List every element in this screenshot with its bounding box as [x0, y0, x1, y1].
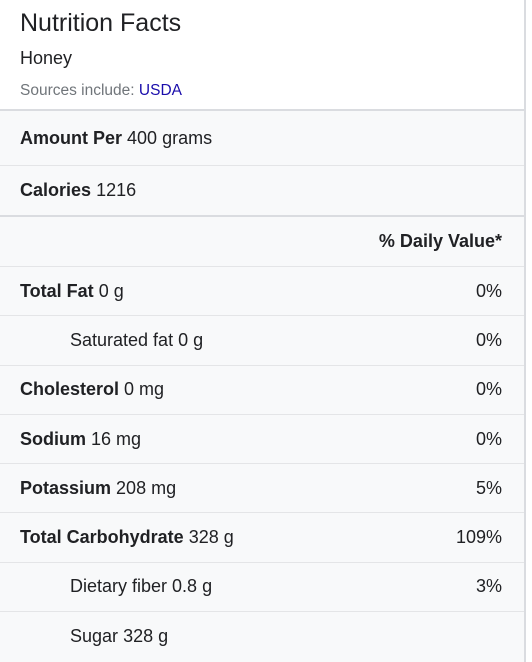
- amount-per-text: Amount Per 400 grams: [20, 128, 212, 149]
- daily-value-header: % Daily Value*: [378, 231, 502, 251]
- nutrition-title: Nutrition Facts: [20, 9, 182, 37]
- nutrient-name: Total Fat: [20, 280, 94, 301]
- sources-prefix: Sources include:: [20, 82, 139, 99]
- nutrient-row: Cholesterol 0 mg 0%: [0, 366, 524, 415]
- nutrient-amount: 328 g: [123, 626, 169, 647]
- nutrient-name: Saturated fat: [70, 329, 174, 350]
- amount-per-label: Amount Per: [20, 127, 123, 148]
- nutrient-name: Cholesterol: [20, 379, 120, 400]
- nutrient-label: Total Carbohydrate 328 g: [20, 527, 234, 548]
- nutrient-row: Potassium 208 mg 5%: [0, 464, 524, 514]
- calories-value: 1216: [96, 180, 137, 200]
- nutrient-row: Total Fat 0 g 0%: [0, 267, 524, 317]
- nutrient-amount: 0 g: [178, 329, 204, 350]
- nutrient-label: Sugar 328 g: [70, 626, 168, 647]
- calories-label: Calories: [20, 180, 92, 200]
- daily-value-header-row: % Daily Value*: [0, 217, 524, 267]
- nutrient-daily-value: 0%: [475, 379, 502, 400]
- amount-per-row: Amount Per 400 grams: [0, 111, 524, 166]
- nutrient-label: Potassium 208 mg: [20, 478, 176, 499]
- nutrient-daily-value: 0%: [475, 280, 502, 301]
- nutrient-amount: 208 mg: [116, 477, 177, 498]
- nutrient-name: Dietary fiber: [70, 576, 168, 597]
- nutrient-daily-value: 0%: [475, 428, 502, 449]
- nutrient-row: Sugar 328 g: [0, 612, 524, 661]
- nutrient-name: Potassium: [20, 477, 112, 498]
- nutrient-daily-value: 5%: [475, 477, 502, 498]
- food-name: Honey: [20, 48, 73, 68]
- nutrient-daily-value: 109%: [455, 527, 502, 548]
- nutrient-name: Sugar: [70, 626, 119, 647]
- nutrient-row: Sodium 16 mg 0%: [0, 415, 524, 465]
- nutrition-header: Nutrition Facts Honey Sources include: U…: [0, 0, 524, 111]
- calories-row: Calories 1216: [0, 166, 524, 217]
- nutrient-label: Total Fat 0 g: [20, 281, 124, 302]
- nutrient-daily-value: 3%: [475, 576, 502, 597]
- nutrient-label: Saturated fat 0 g: [70, 330, 203, 351]
- calories-text: Calories 1216: [20, 180, 136, 201]
- nutrient-row: Total Carbohydrate 328 g 109%: [0, 513, 524, 563]
- nutrient-amount: 0.8 g: [172, 576, 213, 597]
- nutrient-label: Dietary fiber 0.8 g: [70, 576, 212, 597]
- nutrient-amount: 0 g: [98, 280, 124, 301]
- sources-line: Sources include: USDA: [20, 81, 524, 101]
- nutrient-name: Sodium: [20, 428, 86, 449]
- nutrient-row: Saturated fat 0 g 0%: [0, 316, 524, 366]
- nutrient-amount: 16 mg: [91, 428, 142, 449]
- sources-link[interactable]: USDA: [138, 82, 182, 99]
- nutrient-amount: 0 mg: [124, 379, 165, 400]
- nutrient-row: Dietary fiber 0.8 g 3%: [0, 563, 524, 613]
- nutrient-list: Total Fat 0 g 0% Saturated fat 0 g 0% Choles…: [0, 267, 524, 661]
- nutrient-daily-value: 0%: [475, 329, 502, 350]
- nutrient-name: Total Carbohydrate: [20, 527, 184, 548]
- nutrient-label: Sodium 16 mg: [20, 429, 141, 450]
- amount-per-value: 400 grams: [127, 127, 213, 148]
- nutrient-label: Cholesterol 0 mg: [20, 379, 164, 400]
- nutrient-amount: 328 g: [188, 527, 234, 548]
